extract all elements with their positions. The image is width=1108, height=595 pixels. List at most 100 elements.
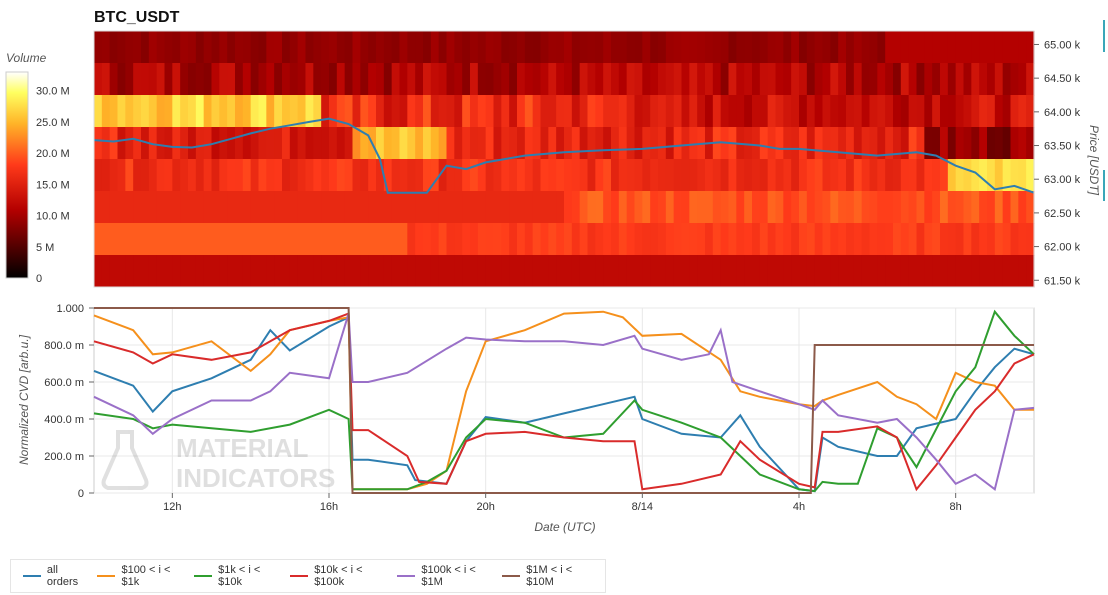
heatmap-cell	[517, 63, 526, 96]
heatmap-cell	[767, 127, 777, 160]
heatmap-cell	[540, 95, 549, 128]
heatmap-cell	[352, 191, 361, 224]
legend-item-r100-1k[interactable]: $100 < i < $1k	[97, 564, 184, 588]
heatmap-cell	[822, 159, 831, 192]
heatmap-cell	[900, 127, 910, 160]
heatmap-cell	[407, 127, 416, 160]
heatmap-cell	[133, 31, 142, 64]
heatmap-cell	[712, 159, 722, 192]
heatmap-cell	[383, 255, 393, 288]
heatmap-cell	[297, 255, 307, 288]
heatmap-cell	[618, 159, 628, 192]
x-tick-label: 4h	[793, 501, 805, 513]
heatmap-cell	[736, 159, 745, 192]
legend-item-r10k-100k[interactable]: $10k < i < $100k	[290, 564, 387, 588]
heatmap-cell	[109, 63, 119, 96]
heatmap-cell	[595, 191, 604, 224]
heatmap-cell	[321, 223, 330, 256]
heatmap-cell	[430, 63, 440, 96]
heatmap-cell	[689, 159, 698, 192]
heatmap-cell	[736, 63, 745, 96]
heatmap-cell	[893, 159, 902, 192]
heatmap-cell	[548, 31, 557, 64]
heatmap-cell	[665, 95, 675, 128]
heatmap-cell	[916, 159, 925, 192]
heatmap-cell	[242, 159, 252, 192]
legend-item-r100k-1m[interactable]: $100k < i < $1M	[397, 564, 492, 588]
colorbar-tick-label: 5 M	[36, 242, 54, 254]
heatmap-cell	[203, 159, 213, 192]
heatmap-cell	[736, 31, 745, 64]
heatmap-cell	[963, 127, 972, 160]
heatmap-cell	[227, 191, 236, 224]
heatmap-cell	[336, 255, 346, 288]
heatmap-cell	[548, 127, 557, 160]
heatmap-cell	[963, 63, 972, 96]
heatmap-cell	[634, 95, 643, 128]
heatmap-cell	[799, 95, 808, 128]
heatmap-cell	[564, 159, 573, 192]
heatmap-cell	[438, 95, 448, 128]
heatmap-cell	[282, 223, 291, 256]
heatmap-cell	[650, 63, 659, 96]
heatmap-cell	[477, 31, 487, 64]
heatmap-cell	[446, 223, 455, 256]
heatmap-cell	[799, 63, 808, 96]
heatmap-cell	[352, 255, 361, 288]
heatmap-cell	[893, 127, 902, 160]
heatmap-cell	[242, 63, 252, 96]
heatmap-cell	[728, 31, 737, 64]
heatmap-cell	[227, 255, 236, 288]
heatmap-cell	[242, 255, 252, 288]
heatmap-cell	[266, 127, 275, 160]
heatmap-cell	[125, 255, 134, 288]
heatmap-cell	[164, 223, 173, 256]
heatmap-cell	[650, 31, 659, 64]
legend-item-r1m-10m[interactable]: $1M < i < $10M	[502, 564, 595, 588]
legend-item-r1k-10k[interactable]: $1k < i < $10k	[194, 564, 280, 588]
heatmap-cell	[532, 127, 542, 160]
heatmap-cell	[282, 159, 291, 192]
heatmap-cell	[509, 191, 518, 224]
heatmap-cell	[94, 95, 103, 128]
heatmap-cell	[336, 159, 346, 192]
heatmap-cell	[853, 31, 863, 64]
heatmap-cell	[564, 127, 573, 160]
heatmap-cell	[344, 191, 354, 224]
heatmap-cell	[391, 223, 401, 256]
heatmap-cell	[759, 95, 769, 128]
heatmap-cell	[423, 191, 432, 224]
heatmap-cell	[540, 127, 549, 160]
heatmap-cell	[524, 255, 534, 288]
heatmap-cell	[564, 95, 573, 128]
heatmap-cell	[235, 95, 244, 128]
heatmap-cell	[336, 31, 346, 64]
heatmap-cell	[289, 255, 299, 288]
heatmap-cell	[1002, 127, 1012, 160]
heatmap-cell	[1002, 31, 1012, 64]
heatmap-cell	[532, 95, 542, 128]
heatmap-cell	[109, 255, 119, 288]
heatmap-cell	[893, 63, 902, 96]
heatmap-cell	[94, 223, 103, 256]
heatmap-cell	[611, 255, 620, 288]
legend-item-all-orders[interactable]: all orders	[23, 564, 87, 588]
heatmap-cell	[1026, 255, 1035, 288]
heatmap-cell	[352, 159, 361, 192]
heatmap-cell	[673, 31, 683, 64]
heatmap-cell	[932, 223, 941, 256]
heatmap-cell	[1026, 127, 1035, 160]
heatmap-cell	[1026, 191, 1035, 224]
heatmap-cell	[681, 31, 690, 64]
heatmap-cell	[415, 191, 424, 224]
heatmap-cell	[141, 255, 150, 288]
colorbar-tick-label: 10.0 M	[36, 211, 70, 223]
heatmap-cell	[658, 95, 667, 128]
heatmap-cell	[282, 63, 291, 96]
heatmap-cell	[1026, 63, 1035, 96]
heatmap-cell	[916, 95, 925, 128]
heatmap-cell	[148, 223, 158, 256]
heatmap-cell	[728, 63, 737, 96]
heatmap-cell	[658, 191, 667, 224]
heatmap-cell	[305, 255, 314, 288]
